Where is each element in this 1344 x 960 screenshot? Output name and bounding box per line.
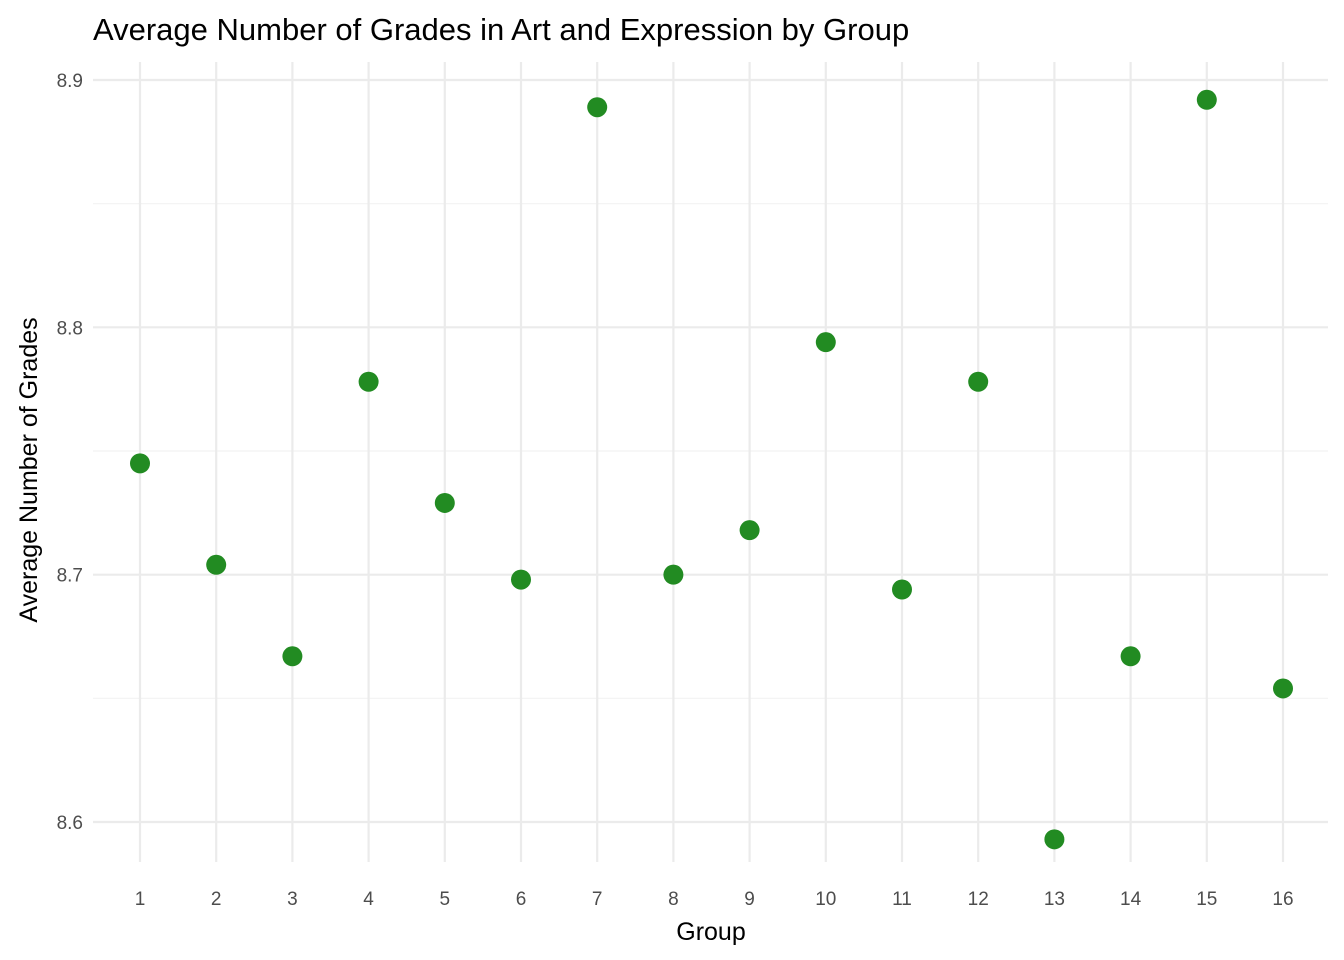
data-point <box>206 554 227 575</box>
x-tick-label: 16 <box>1272 889 1293 910</box>
data-point <box>587 97 608 118</box>
data-point <box>1120 646 1141 667</box>
x-tick-label: 9 <box>744 889 755 910</box>
y-tick-label: 8.6 <box>57 813 83 834</box>
x-tick-label: 11 <box>892 889 912 910</box>
y-tick-label: 8.9 <box>57 71 83 92</box>
y-axis-title: Average Number of Grades <box>15 317 43 622</box>
data-point <box>968 371 989 392</box>
x-axis-title: Group <box>676 918 745 946</box>
data-point <box>892 579 912 600</box>
data-point <box>1273 678 1293 699</box>
data-point <box>815 332 836 353</box>
data-point <box>434 492 455 513</box>
x-tick-label: 6 <box>516 889 527 910</box>
x-tick-label: 13 <box>1044 889 1065 910</box>
data-point <box>282 646 303 667</box>
x-tick-label: 8 <box>668 889 679 910</box>
data-points <box>130 89 1293 850</box>
x-axis-ticks: 1 2 3 4 5 6 7 8 9 10 11 12 13 14 15 16 <box>135 889 1294 910</box>
y-tick-label: 8.8 <box>57 318 83 339</box>
data-point <box>511 569 531 590</box>
chart-title: Average Number of Grades in Art and Expr… <box>93 12 909 47</box>
x-tick-label: 3 <box>287 889 298 910</box>
x-tick-label: 10 <box>815 889 836 910</box>
data-point <box>739 520 760 541</box>
x-tick-label: 5 <box>440 889 451 910</box>
y-tick-label: 8.7 <box>57 566 83 587</box>
grid <box>93 62 1328 862</box>
x-tick-label: 12 <box>968 889 989 910</box>
x-tick-label: 15 <box>1196 889 1217 910</box>
x-tick-label: 4 <box>363 889 374 910</box>
data-point <box>130 453 150 474</box>
data-point <box>1044 829 1065 850</box>
x-tick-label: 1 <box>135 889 146 910</box>
x-tick-label: 7 <box>592 889 603 910</box>
data-point <box>358 371 379 392</box>
x-tick-label: 2 <box>211 889 222 910</box>
data-point <box>1196 89 1217 110</box>
y-axis-ticks: 8.6 8.7 8.8 8.9 <box>57 71 83 834</box>
data-point <box>663 564 684 585</box>
x-tick-label: 14 <box>1120 889 1142 910</box>
